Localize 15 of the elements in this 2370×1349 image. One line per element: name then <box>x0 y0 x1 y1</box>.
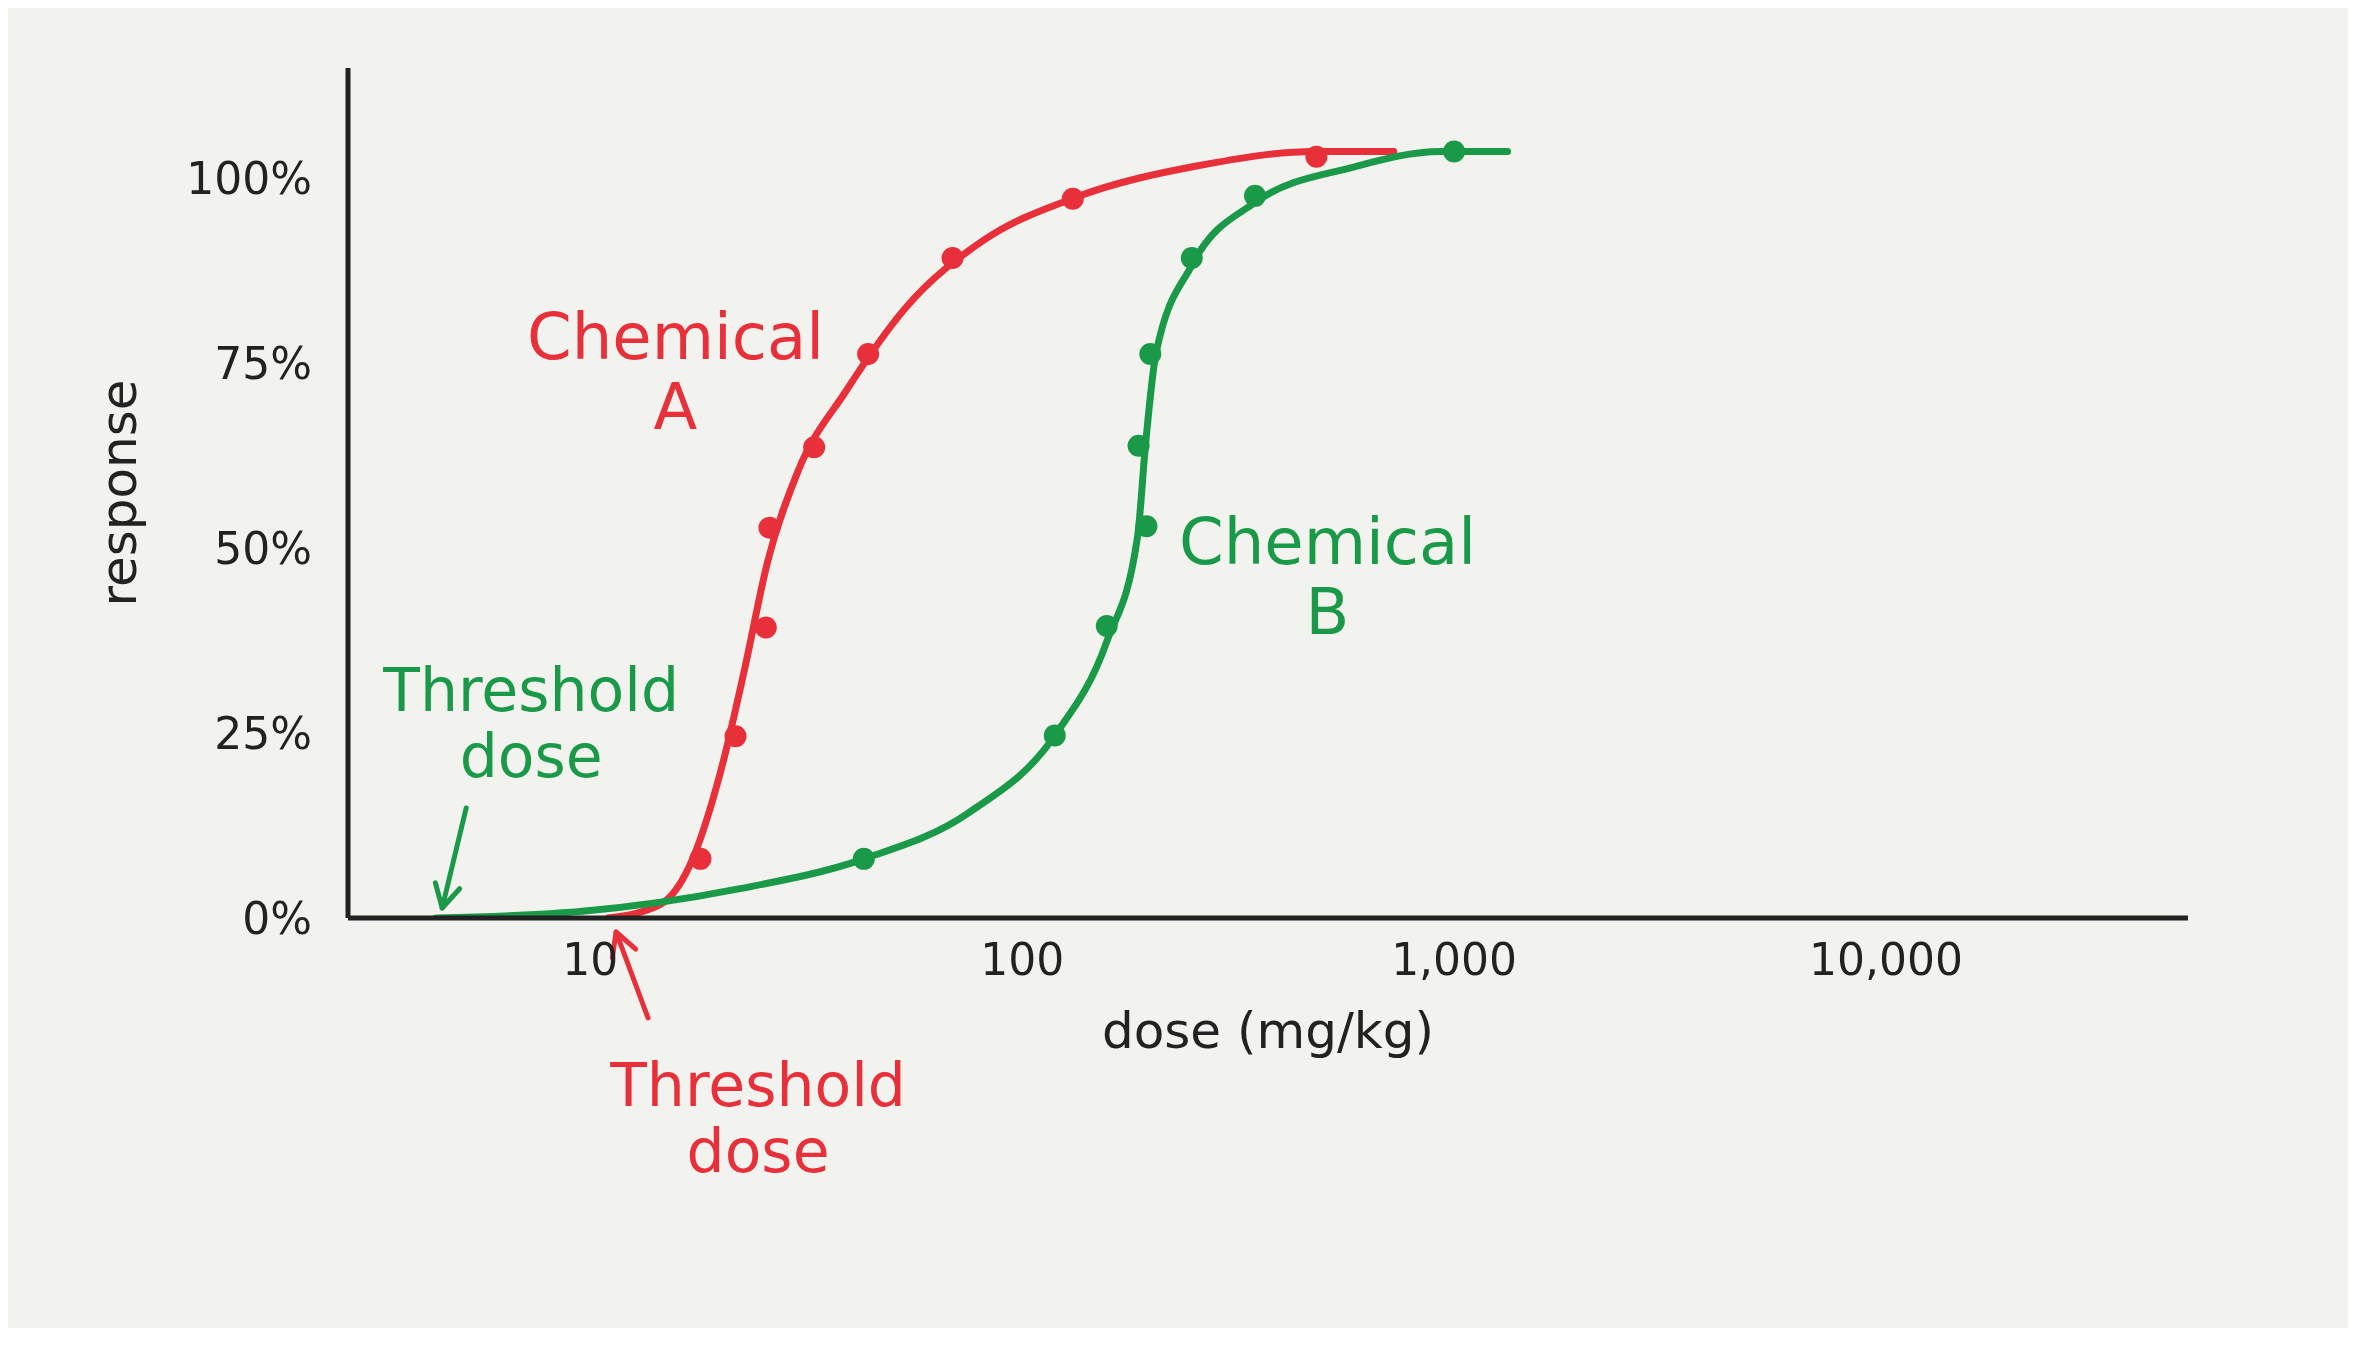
annotation: Threshold dose <box>382 655 680 791</box>
series-label: Chemical B <box>1179 504 1477 650</box>
x-axis-title: dose (mg/kg) <box>1101 1002 1435 1060</box>
y-tick-label: 100% <box>186 153 312 205</box>
series-label: Chemical A <box>527 299 824 445</box>
x-tick-label: 100 <box>980 934 1065 986</box>
y-tick-label: 75% <box>214 338 312 390</box>
y-tick-label: 25% <box>214 707 312 759</box>
x-tick-label: 1,000 <box>1391 934 1518 986</box>
x-tick-label: 10 <box>562 934 619 986</box>
x-tick-label: 10,000 <box>1809 934 1964 986</box>
y-tick-label: 50% <box>214 523 312 575</box>
y-axis-title: response <box>89 379 148 607</box>
y-tick-label: 0% <box>242 892 312 944</box>
annotation: Threshold dose <box>609 1050 906 1186</box>
